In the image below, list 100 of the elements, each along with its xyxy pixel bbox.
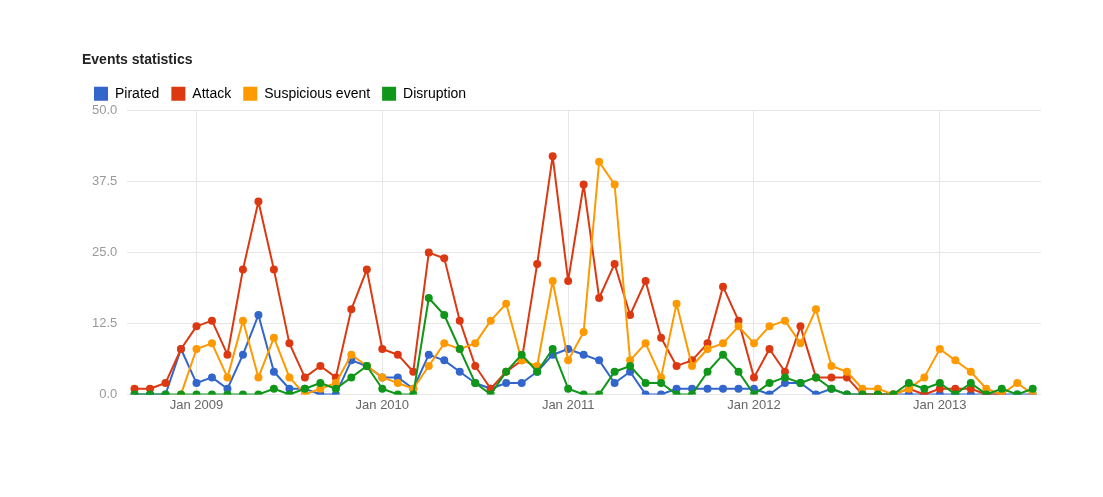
point xyxy=(269,367,278,376)
point xyxy=(471,362,480,371)
point xyxy=(703,367,712,376)
point xyxy=(440,310,449,319)
legend-label: Pirated xyxy=(115,84,160,101)
y-tick-label: 37.5 xyxy=(91,173,118,189)
point xyxy=(641,379,650,388)
point xyxy=(238,350,247,359)
point xyxy=(192,379,201,388)
point xyxy=(1013,379,1022,388)
point xyxy=(920,373,929,382)
point xyxy=(285,373,294,382)
point xyxy=(269,265,278,274)
point xyxy=(440,254,449,263)
point xyxy=(951,356,960,365)
point xyxy=(238,316,247,325)
point xyxy=(517,350,526,359)
point xyxy=(254,310,263,319)
point xyxy=(424,248,433,257)
point xyxy=(316,379,325,388)
point xyxy=(440,356,449,365)
point xyxy=(223,350,232,359)
point xyxy=(610,367,619,376)
point xyxy=(269,333,278,342)
point xyxy=(440,339,449,348)
point xyxy=(378,384,387,393)
point xyxy=(502,379,511,388)
x-tick-label: Jan 2013 xyxy=(913,396,967,412)
point xyxy=(223,373,232,382)
y-tick-label: 12.5 xyxy=(91,315,118,331)
point xyxy=(811,305,820,314)
point xyxy=(734,322,743,331)
point xyxy=(393,350,402,359)
point xyxy=(749,339,758,348)
point xyxy=(316,362,325,371)
point xyxy=(780,373,789,382)
point xyxy=(378,345,387,354)
point xyxy=(842,367,851,376)
point xyxy=(765,379,774,388)
point xyxy=(424,293,433,302)
point xyxy=(502,299,511,308)
point xyxy=(331,384,340,393)
point xyxy=(548,276,557,285)
point xyxy=(827,362,836,371)
point xyxy=(533,259,542,268)
point xyxy=(703,384,712,393)
point xyxy=(780,316,789,325)
point xyxy=(749,373,758,382)
point xyxy=(393,379,402,388)
point xyxy=(362,265,371,274)
point xyxy=(409,367,418,376)
point xyxy=(641,276,650,285)
point xyxy=(672,299,681,308)
point xyxy=(765,322,774,331)
point xyxy=(192,322,201,331)
point xyxy=(595,293,604,302)
point xyxy=(564,356,573,365)
point xyxy=(579,350,588,359)
point xyxy=(207,316,216,325)
legend-label: Suspicious event xyxy=(264,84,371,101)
point xyxy=(579,328,588,337)
x-tick-label: Jan 2009 xyxy=(169,396,224,412)
point xyxy=(626,362,635,371)
x-tick-label: Jan 2010 xyxy=(355,396,410,412)
point xyxy=(719,350,728,359)
point xyxy=(641,339,650,348)
x-tick-label: Jan 2011 xyxy=(541,396,595,412)
point xyxy=(161,379,170,388)
point xyxy=(610,259,619,268)
point xyxy=(935,345,944,354)
point xyxy=(238,265,247,274)
point xyxy=(920,384,929,393)
point xyxy=(904,379,913,388)
point xyxy=(734,367,743,376)
point xyxy=(192,345,201,354)
point xyxy=(935,379,944,388)
point xyxy=(579,180,588,189)
chart-title: Events statistics xyxy=(82,51,193,68)
point xyxy=(719,339,728,348)
x-tick-label: Jan 2012 xyxy=(727,396,781,412)
point xyxy=(254,197,263,206)
point xyxy=(455,367,464,376)
point xyxy=(672,362,681,371)
point xyxy=(827,373,836,382)
point xyxy=(347,305,356,314)
point xyxy=(734,384,743,393)
y-tick-label: 25.0 xyxy=(91,244,118,260)
point xyxy=(300,373,309,382)
point xyxy=(595,157,604,166)
point xyxy=(626,310,635,319)
point xyxy=(486,316,495,325)
point xyxy=(424,350,433,359)
point xyxy=(657,379,666,388)
point xyxy=(688,362,697,371)
point xyxy=(997,384,1006,393)
point xyxy=(719,384,728,393)
point xyxy=(207,339,216,348)
point xyxy=(285,339,294,348)
point xyxy=(517,379,526,388)
point xyxy=(719,282,728,291)
